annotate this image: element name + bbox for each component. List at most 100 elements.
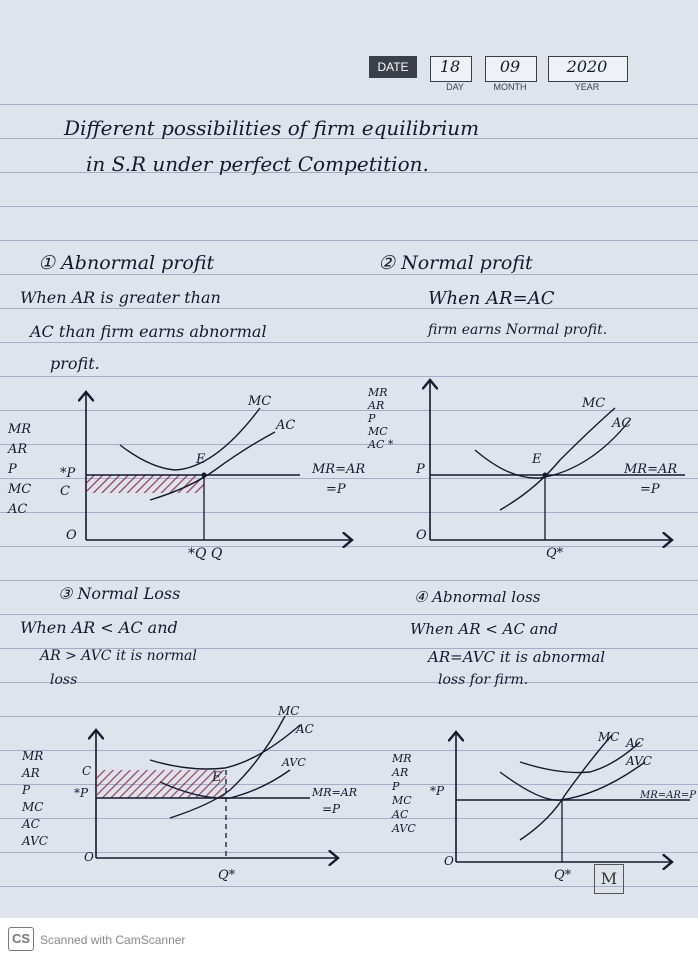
rule-line [0, 716, 698, 717]
date-label: DATE [369, 56, 417, 78]
g3-e-mark: E [212, 770, 222, 785]
g4-p-mark: *P [430, 784, 445, 798]
rule-line [0, 410, 698, 411]
g1-origin: O [66, 528, 77, 543]
scanner-footer [0, 918, 698, 960]
g3-c-mark: C [82, 764, 92, 778]
g3-ac-label: AC [296, 722, 314, 736]
case3-text-1: When AR < AC and [20, 618, 178, 637]
g2-q-label: Q* [546, 546, 564, 561]
g3-mc-label: MC [278, 704, 300, 718]
camscanner-text: Scanned with CamScanner [40, 933, 186, 947]
watermark-stamp: M [594, 864, 624, 894]
case2-text-2: firm earns Normal profit. [428, 322, 608, 338]
case4-text-2: AR=AVC it is abnormal [428, 648, 606, 666]
g4-mc-curve [519, 734, 613, 841]
g1-line-label-2: =P [326, 482, 346, 497]
g4-line-label: MR=AR=P [640, 790, 697, 801]
g4-ac-label: AC [626, 736, 644, 750]
graph-1-abnormal-profit [86, 392, 352, 540]
g4-avc-label: AVC [626, 754, 652, 768]
rule-line [0, 648, 698, 649]
case4-text-3: loss for firm. [438, 672, 529, 688]
g2-ac-label: AC [612, 416, 632, 431]
rule-line [0, 104, 698, 105]
notebook-page: DATE 18 09 2020 DAY MONTH YEAR Different… [0, 0, 698, 918]
case1-text-3: profit. [50, 354, 100, 373]
rule-line [0, 750, 698, 751]
g2-origin: O [416, 528, 427, 543]
day-caption: DAY [446, 82, 464, 92]
rule-line [0, 614, 698, 615]
case3-heading: ③ Normal Loss [58, 584, 181, 603]
rule-line [0, 206, 698, 207]
g3-line-label-2: =P [322, 802, 341, 816]
g1-mc-curve [119, 407, 261, 471]
rule-line [0, 512, 698, 513]
g3-mc-curve [169, 715, 286, 819]
g2-mc-label: MC [582, 396, 606, 411]
g2-p-mark: P [416, 462, 425, 477]
rule-line [0, 478, 698, 479]
rule-line [0, 784, 698, 785]
g1-mc-label: MC [248, 394, 272, 409]
g4-avc-curve [499, 761, 646, 801]
g3-avc-label: AVC [282, 756, 306, 769]
rule-line [0, 342, 698, 343]
g4-q-label: Q* [554, 868, 572, 883]
case4-heading: ④ Abnormal loss [414, 588, 541, 606]
rule-line [0, 682, 698, 683]
month-box [485, 56, 537, 82]
rule-line [0, 444, 698, 445]
rule-line [0, 138, 698, 139]
g2-mc-curve [499, 407, 616, 511]
case1-heading: ① Abnormal profit [38, 252, 215, 274]
g2-y-labels: MR AR P MC AC * [368, 386, 394, 451]
g3-ac-curve [149, 724, 301, 770]
g1-line-label-1: MR=AR [312, 462, 366, 477]
month-value: 09 [499, 57, 521, 76]
g4-mc-label: MC [598, 730, 620, 744]
g3-q-label: Q* [218, 868, 236, 883]
rule-line [0, 172, 698, 173]
case1-text-2: AC than firm earns abnormal [30, 322, 267, 341]
rule-line [0, 852, 698, 853]
camscanner-logo: CS [8, 927, 34, 951]
case4-text-1: When AR < AC and [410, 620, 558, 638]
g3-y-labels: MR AR P MC AC AVC [22, 749, 48, 848]
g1-ac-curve [149, 431, 276, 501]
rule-line [0, 274, 698, 275]
graphs-canvas [0, 0, 690, 918]
case2-heading: ② Normal profit [378, 252, 533, 274]
case2-text-1: When AR=AC [428, 288, 555, 309]
g3-loss-area [96, 770, 226, 798]
page-title-line2: in S.R under perfect Competition. [86, 152, 429, 176]
g3-avc-curve [159, 769, 291, 799]
g3-p-mark: *P [74, 786, 89, 800]
page-title-line1: Different possibilities of firm equilibr… [64, 116, 480, 140]
g2-equilibrium-point [542, 472, 548, 478]
day-box [430, 56, 472, 82]
rule-line [0, 308, 698, 309]
year-caption: YEAR [574, 82, 600, 92]
month-caption: MONTH [493, 82, 527, 92]
rule-line [0, 818, 698, 819]
rule-line [0, 886, 698, 887]
g3-origin: O [84, 850, 94, 864]
g2-line-label-1: MR=AR [624, 462, 678, 477]
g1-p-mark: *P [60, 466, 76, 481]
g2-line-label-2: =P [640, 482, 660, 497]
g3-line-label-1: MR=AR [312, 786, 357, 799]
g1-y-labels: MR AR P MC AC [8, 422, 32, 517]
rule-line [0, 376, 698, 377]
g4-origin: O [444, 854, 454, 868]
graph-4-abnormal-loss [456, 732, 690, 862]
g4-y-labels: MR AR P MC AC AVC [392, 752, 416, 835]
g1-q-label: *Q Q [188, 546, 223, 562]
case3-text-2: AR > AVC it is normal [40, 648, 197, 664]
rule-line [0, 580, 698, 581]
case3-text-3: loss [50, 672, 78, 688]
g1-profit-area [86, 475, 204, 493]
g1-e-mark: E [196, 452, 206, 467]
rule-line [0, 240, 698, 241]
